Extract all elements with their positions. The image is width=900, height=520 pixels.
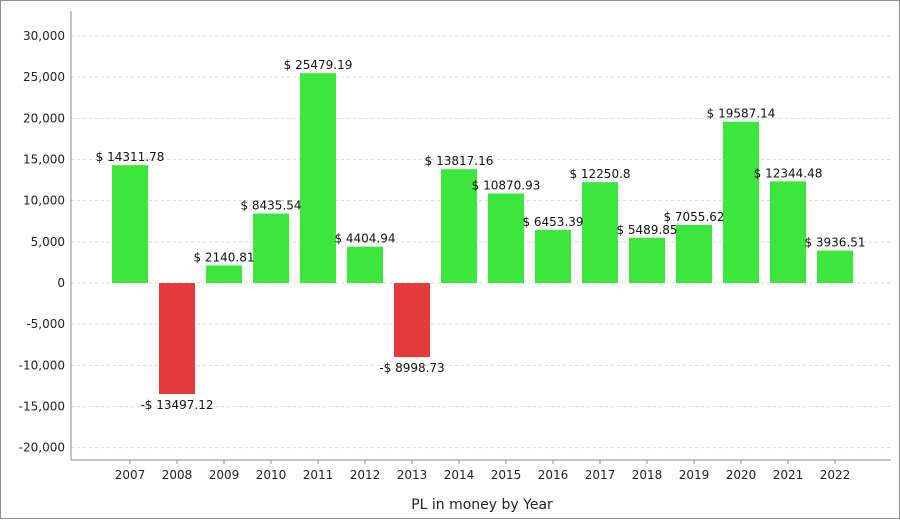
data-label-2015: $ 10870.93 <box>472 178 541 192</box>
data-label-2017: $ 12250.8 <box>569 167 630 181</box>
bar-2013 <box>394 283 430 358</box>
data-label-2013: -$ 8998.73 <box>379 361 444 375</box>
bar-layer <box>112 73 853 395</box>
x-tick-label: 2008 <box>162 468 193 482</box>
data-label-2016: $ 6453.39 <box>522 215 583 229</box>
bar-2008 <box>159 283 195 395</box>
y-tick-label: -5,000 <box>26 317 65 331</box>
x-tick-label: 2019 <box>679 468 710 482</box>
x-tick-label: 2021 <box>773 468 804 482</box>
bar-2020 <box>723 121 759 283</box>
y-tick-label: 10,000 <box>23 194 65 208</box>
x-tick-label: 2012 <box>350 468 381 482</box>
x-tick-label: 2022 <box>820 468 851 482</box>
x-tick-label: 2014 <box>444 468 475 482</box>
x-tick-label: 2020 <box>726 468 757 482</box>
y-tick-label: 15,000 <box>23 153 65 167</box>
bar-2011 <box>300 73 336 283</box>
bar-2014 <box>441 169 477 283</box>
bar-2022 <box>817 250 853 283</box>
data-label-2010: $ 8435.54 <box>240 199 301 213</box>
data-label-2009: $ 2140.81 <box>193 250 254 264</box>
bar-2012 <box>347 246 383 283</box>
x-tick-label: 2016 <box>538 468 569 482</box>
x-axis-title: PL in money by Year <box>411 497 553 513</box>
y-tick-label: 20,000 <box>23 111 65 125</box>
bar-2017 <box>582 182 618 283</box>
data-label-2021: $ 12344.48 <box>754 166 823 180</box>
grid-layer <box>71 35 891 449</box>
x-tick-label: 2015 <box>491 468 522 482</box>
bar-2010 <box>253 213 289 283</box>
x-tick-label: 2007 <box>115 468 146 482</box>
y-tick-label: -20,000 <box>19 441 65 455</box>
data-label-2020: $ 19587.14 <box>707 107 776 121</box>
x-tick-label: 2017 <box>585 468 616 482</box>
bar-2021 <box>770 181 806 283</box>
y-tick-label: 5,000 <box>31 235 65 249</box>
data-label-2019: $ 7055.62 <box>663 210 724 224</box>
data-label-2008: -$ 13497.12 <box>140 398 213 412</box>
y-tick-label: 0 <box>57 276 65 290</box>
axis-layer: -20,000 -15,000 -10,000 -5,000 0 5,000 10,000 1… <box>19 11 891 482</box>
data-label-2007: $ 14311.78 <box>96 150 165 164</box>
y-tick-label: 25,000 <box>23 70 65 84</box>
y-tick-label: -15,000 <box>19 400 65 414</box>
data-label-2011: $ 25479.19 <box>284 58 353 72</box>
bar-2019 <box>676 224 712 283</box>
y-tick-label: -10,000 <box>19 358 65 372</box>
bar-2007 <box>112 165 148 283</box>
bar-2015 <box>488 193 524 283</box>
x-tick-label: 2018 <box>632 468 663 482</box>
x-tick-label: 2013 <box>397 468 428 482</box>
bar-2018 <box>629 237 665 283</box>
data-label-layer: $ 14311.78 -$ 13497.12 $ 2140.81 $ 8435.54 $… <box>96 58 866 412</box>
x-tick-label: 2009 <box>209 468 240 482</box>
data-label-2014: $ 13817.16 <box>425 154 494 168</box>
data-label-2018: $ 5489.85 <box>616 223 677 237</box>
x-tick-label: 2011 <box>303 468 334 482</box>
data-label-2012: $ 4404.94 <box>334 232 395 246</box>
bar-2009 <box>206 265 242 283</box>
y-tick-label: 30,000 <box>23 29 65 43</box>
data-label-2022: $ 3936.51 <box>804 236 865 250</box>
x-tick-label: 2010 <box>256 468 287 482</box>
bar-2016 <box>535 229 571 283</box>
